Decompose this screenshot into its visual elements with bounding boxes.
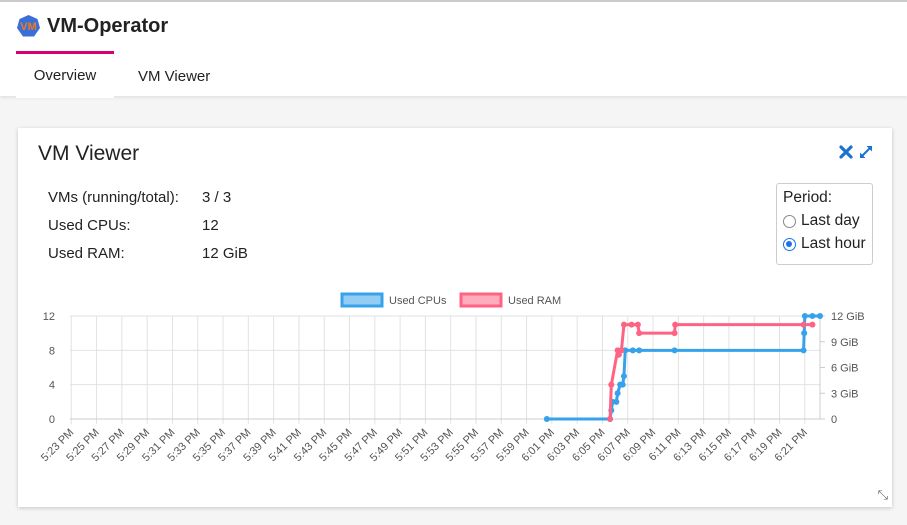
data-point — [809, 321, 816, 328]
option-label: Last hour — [801, 235, 866, 252]
vm-viewer-card: VM Viewer VMs (running/total): 3 / 3 Used… — [18, 128, 892, 507]
y-tick-label: 4 — [49, 380, 55, 392]
stat-label: VMs (running/total): — [48, 189, 179, 206]
tab-vm-viewer[interactable]: VM Viewer — [138, 68, 211, 85]
data-point — [801, 313, 808, 319]
legend-swatch — [340, 292, 384, 308]
close-icon[interactable] — [838, 144, 854, 160]
data-point — [671, 330, 678, 337]
data-point — [636, 330, 643, 337]
y-right-tick-label: 12 GiB — [831, 311, 865, 323]
data-point — [607, 416, 614, 422]
legend-label: Used RAM — [508, 295, 561, 307]
data-point — [800, 347, 807, 354]
data-point — [620, 321, 627, 328]
stat-label: Used CPUs: — [48, 217, 131, 234]
header: VM VM-Operator Overview VM Viewer — [0, 0, 907, 98]
period-label: Period: — [783, 189, 833, 206]
option-label: Last day — [801, 212, 860, 229]
stat-value: 12 — [202, 217, 219, 234]
tab-overview[interactable]: Overview — [16, 54, 114, 98]
data-point — [613, 398, 620, 405]
stat-value: 3 / 3 — [202, 189, 232, 206]
brand: VM VM-Operator — [16, 14, 168, 39]
resize-icon[interactable]: ⤡ — [877, 487, 888, 502]
y-right-tick-label: 9 GiB — [831, 337, 859, 349]
data-point — [629, 347, 636, 354]
y-tick-label: 12 — [43, 311, 55, 323]
period-option-last-day[interactable]: Last day — [783, 212, 866, 230]
radio-selected-icon[interactable] — [783, 237, 796, 251]
svg-text:VM: VM — [20, 21, 37, 33]
y-right-tick-label: 6 GiB — [831, 363, 859, 375]
data-point — [801, 330, 808, 337]
stats: VMs (running/total): 3 / 3 Used CPUs: 12 U… — [48, 189, 248, 273]
active-tab-indicator — [16, 51, 114, 54]
period-selector: Period: Last day Last hour — [776, 183, 873, 265]
y-right-tick-label: 0 — [831, 414, 837, 426]
data-point — [671, 347, 678, 354]
stat-value: 12 GiB — [202, 245, 248, 262]
app-title: VM-Operator — [47, 15, 169, 37]
series-line — [546, 314, 820, 421]
data-point — [817, 313, 823, 319]
data-point — [634, 321, 641, 328]
data-point — [636, 347, 643, 354]
legend-swatch — [459, 292, 503, 308]
stat-label: Used RAM: — [48, 245, 125, 262]
y-right-tick-label: 3 GiB — [831, 388, 859, 400]
data-point — [543, 416, 550, 422]
data-point — [608, 381, 615, 388]
logo-icon: VM — [17, 15, 40, 37]
period-option-last-hour[interactable]: Last hour — [783, 235, 866, 253]
expand-icon[interactable] — [858, 144, 874, 160]
data-point — [800, 321, 807, 328]
data-point — [620, 373, 627, 380]
series-line — [608, 323, 813, 420]
y-tick-label: 0 — [49, 414, 55, 426]
y-tick-label: 8 — [49, 345, 55, 357]
radio-icon[interactable] — [783, 214, 796, 228]
data-point — [672, 321, 679, 328]
legend-label: Used CPUs — [389, 295, 447, 307]
data-point — [618, 347, 625, 354]
data-point — [809, 313, 816, 319]
data-point — [619, 381, 626, 388]
card-title: VM Viewer — [38, 142, 140, 165]
data-point — [628, 321, 635, 328]
data-point — [614, 390, 621, 397]
